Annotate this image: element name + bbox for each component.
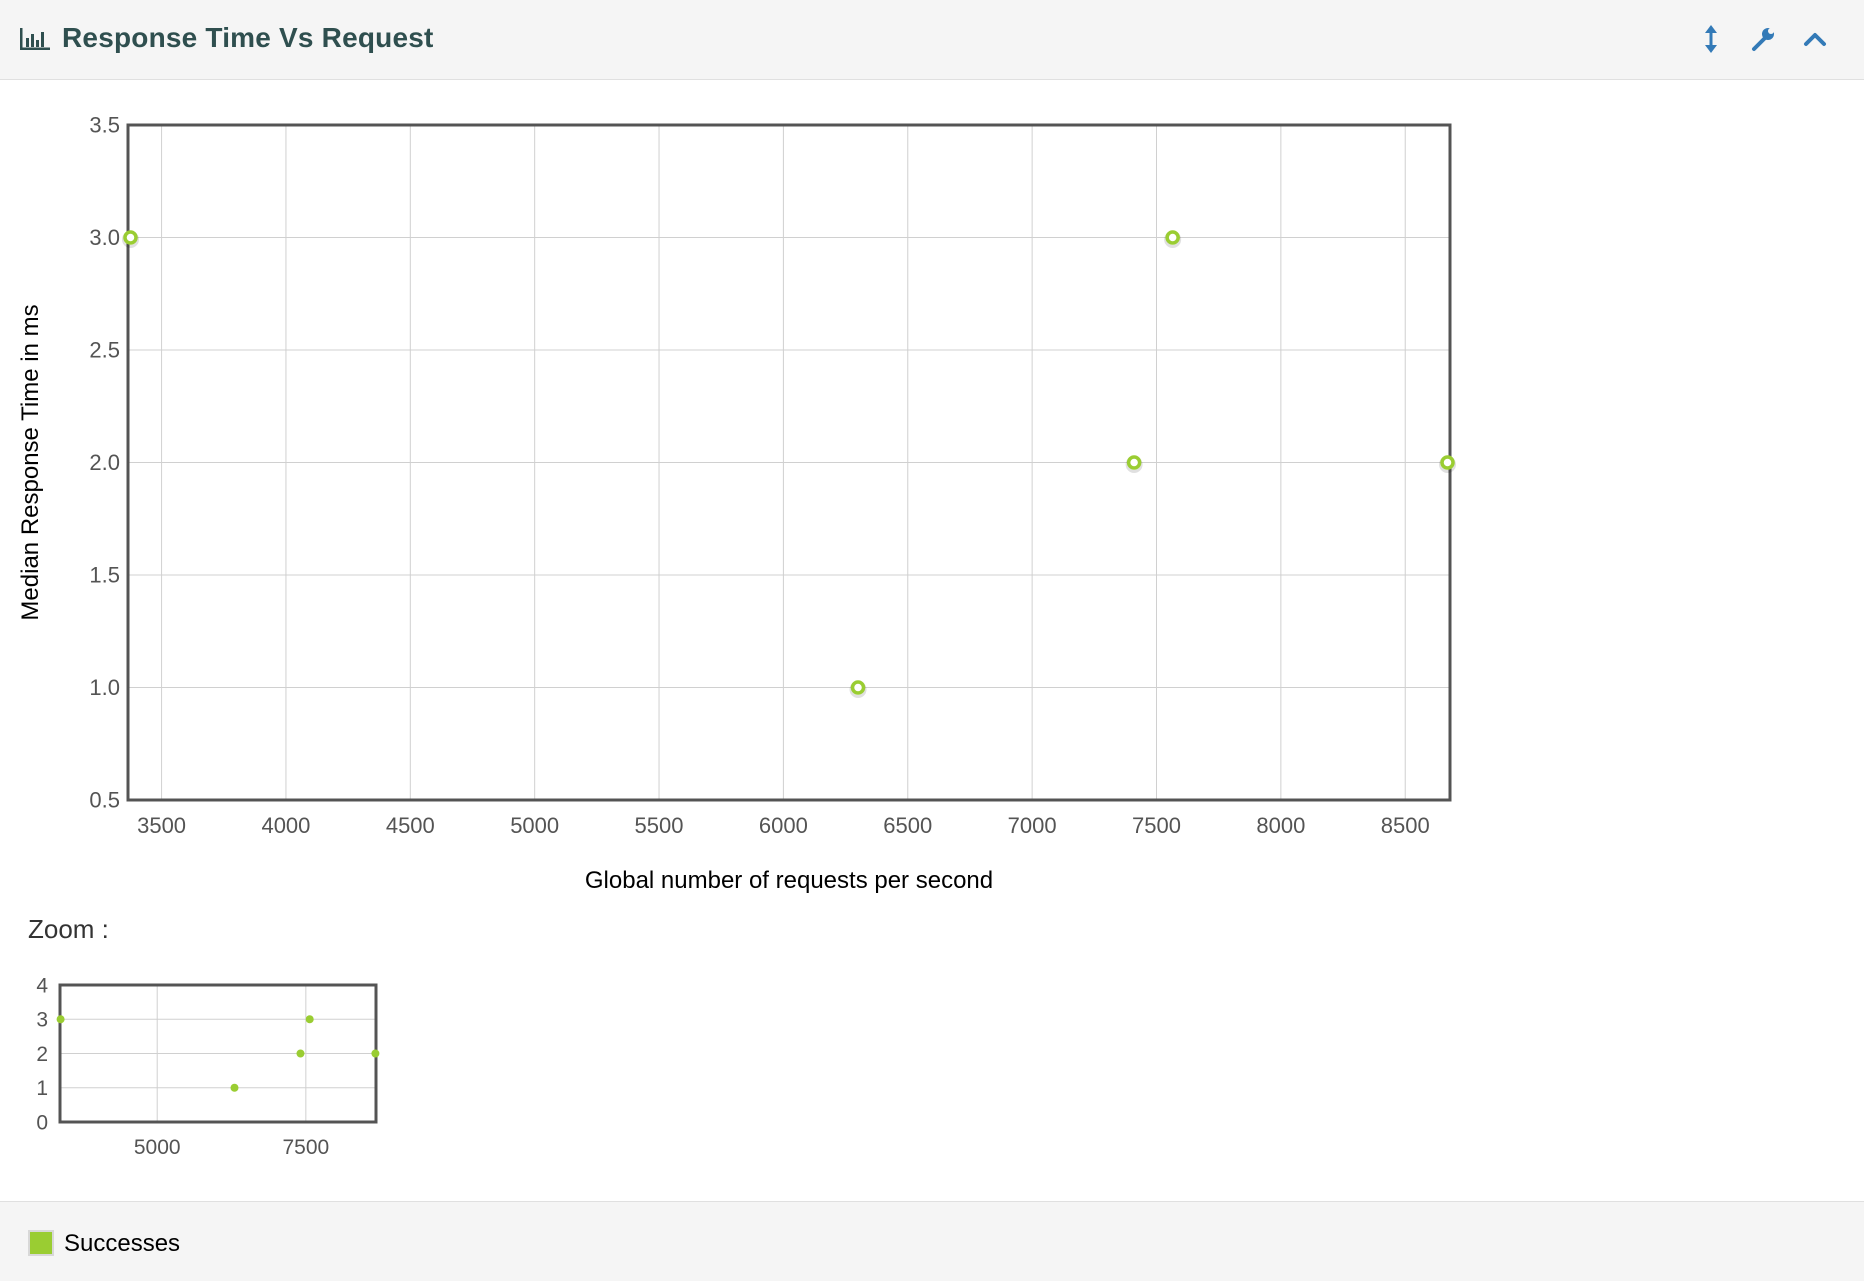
data-point xyxy=(371,1049,380,1058)
y-tick-label: 4 xyxy=(36,974,48,997)
x-tick-label: 5000 xyxy=(510,813,559,838)
legend-swatch xyxy=(28,1230,54,1256)
y-tick-label: 1.5 xyxy=(89,563,120,588)
y-tick-label: 0 xyxy=(36,1111,48,1134)
y-tick-label: 3 xyxy=(36,1009,48,1032)
collapse-button[interactable] xyxy=(1798,22,1832,56)
x-tick-label: 8000 xyxy=(1256,813,1305,838)
x-tick-label: 7500 xyxy=(282,1136,329,1159)
y-tick-label: 1.0 xyxy=(89,675,120,700)
x-tick-label: 3500 xyxy=(137,813,186,838)
bar-chart-icon xyxy=(20,28,50,50)
x-tick-label: 6500 xyxy=(883,813,932,838)
y-tick-label: 2 xyxy=(36,1043,48,1066)
data-point xyxy=(1165,230,1180,245)
x-tick-label: 4000 xyxy=(261,813,310,838)
y-tick-label: 0.5 xyxy=(89,788,120,813)
data-point xyxy=(56,1015,65,1024)
main-scatter-plot[interactable]: 3500 4000 4500 5000 5500 6000 6500 7000 7500 8000… xyxy=(0,80,1864,920)
vertical-resize-icon xyxy=(1705,25,1717,53)
x-tick-label: 5000 xyxy=(134,1136,181,1159)
zoom-overview-plot[interactable]: 5000 7500 0 1 2 3 4 xyxy=(0,970,420,1170)
y-axis-title: Median Response Time in ms xyxy=(17,304,44,620)
data-point xyxy=(296,1049,305,1058)
x-tick-label: 4500 xyxy=(386,813,435,838)
data-point xyxy=(850,680,866,695)
data-point xyxy=(1126,455,1142,470)
y-tick-label: 3.5 xyxy=(89,113,120,138)
data-point xyxy=(1440,455,1455,470)
data-point xyxy=(305,1015,314,1024)
legend-label: Successes xyxy=(64,1230,181,1257)
y-tick-label: 3.0 xyxy=(89,225,120,250)
data-point xyxy=(123,230,138,245)
chevron-up-icon xyxy=(1804,33,1826,46)
x-tick-label: 7000 xyxy=(1008,813,1057,838)
settings-button[interactable] xyxy=(1746,22,1780,56)
x-tick-label: 8500 xyxy=(1381,813,1430,838)
x-tick-label: 7500 xyxy=(1132,813,1181,838)
y-tick-label: 2.5 xyxy=(89,338,120,363)
x-tick-label: 5500 xyxy=(635,813,684,838)
y-tick-label: 2.0 xyxy=(89,450,120,475)
zoom-label: Zoom : xyxy=(28,914,109,944)
data-point xyxy=(230,1083,239,1092)
resize-button[interactable] xyxy=(1694,22,1728,56)
x-tick-label: 6000 xyxy=(759,813,808,838)
x-axis-title: Global number of requests per second xyxy=(585,867,993,894)
y-tick-label: 1 xyxy=(36,1077,48,1100)
wrench-icon xyxy=(1752,28,1774,51)
legend-bar: Successes xyxy=(0,1201,1864,1281)
page-title: Response Time Vs Request xyxy=(62,22,434,53)
panel-header: Response Time Vs Request xyxy=(0,0,1864,80)
